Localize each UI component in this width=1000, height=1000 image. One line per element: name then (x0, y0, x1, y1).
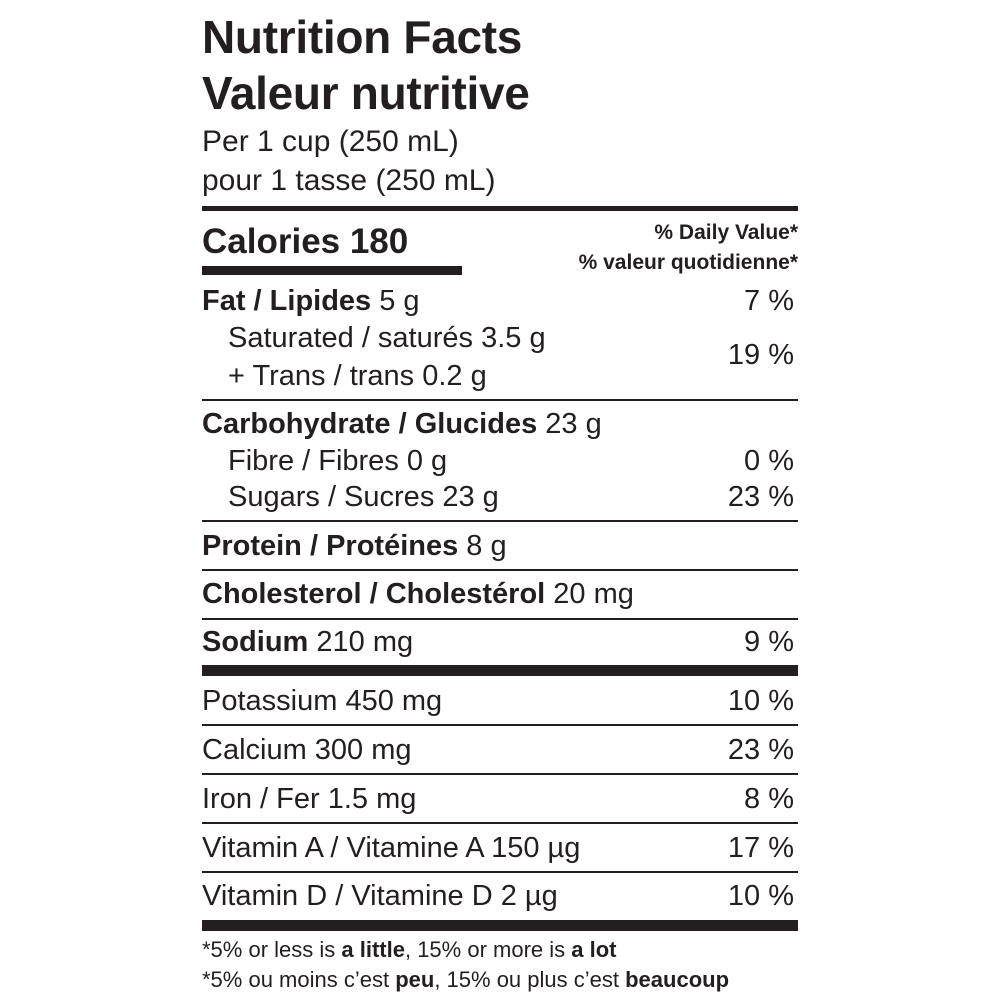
footnote-prefix: *5% ou moins c’est (202, 967, 396, 992)
divider (202, 724, 798, 726)
daily-value: 9 % (744, 626, 794, 658)
daily-value: 10 % (727, 880, 794, 912)
daily-value: 0 % (744, 445, 794, 477)
nutrient-name: Sugars / Sucres 23 g (228, 481, 499, 513)
nutrient-name: Potassium 450 mg (202, 685, 443, 717)
nutrient-name: Vitamin D / Vitamine D 2 µg (202, 880, 558, 912)
nutrient-amount: 210 mg (316, 626, 414, 658)
nutrient-name: Sodium (202, 626, 309, 658)
daily-value: 19 % (727, 339, 794, 371)
divider (202, 618, 798, 620)
divider (202, 822, 798, 824)
nutrient-name: Carbohydrate / Glucides (202, 408, 538, 440)
nutrient-name: Vitamin A / Vitamine A 150 µg (202, 832, 581, 864)
serving-size-french: pour 1 tasse (250 mL) (202, 164, 496, 197)
footnote-high-term: a lot (571, 937, 617, 962)
serving-size-english: Per 1 cup (250 mL) (202, 125, 459, 158)
daily-value-header-english: % Daily Value* (654, 221, 798, 244)
nutrient-amount: 5 g (379, 285, 420, 317)
daily-value: 7 % (744, 285, 794, 317)
daily-value: 23 % (727, 734, 794, 766)
daily-value: 8 % (744, 783, 794, 815)
thick-rule (202, 665, 798, 676)
footnote-middle: , 15% ou plus c’est (434, 967, 626, 992)
footnote-middle: , 15% or more is (404, 937, 572, 962)
calories: Calories 180 (202, 222, 409, 261)
divider (202, 569, 798, 571)
divider (202, 399, 798, 401)
nutrient-amount: 8 g (466, 530, 507, 562)
footnote-french: *5% ou moins c’est peu, 15% ou plus c’es… (202, 969, 729, 991)
nutrient-name: Calcium 300 mg (202, 734, 412, 766)
footnote-prefix: *5% or less is (202, 937, 342, 962)
nutrition-facts-panel: Nutrition Facts Valeur nutritive Per 1 c… (202, 0, 798, 1000)
footnote-low-term: a little (341, 937, 405, 962)
divider (202, 773, 798, 775)
footnote-high-term: beaucoup (625, 967, 730, 992)
footnote-low-term: peu (395, 967, 435, 992)
calories-underline (202, 266, 462, 275)
daily-value-header-french: % valeur quotidienne* (578, 251, 798, 274)
footnote-english: *5% or less is a little, 15% or more is … (202, 939, 616, 961)
nutrient-amount: 23 g (545, 408, 602, 440)
top-thick-rule (202, 206, 798, 211)
daily-value: 10 % (727, 685, 794, 717)
nutrient-name: Iron / Fer 1.5 mg (202, 783, 417, 815)
nutrient-name: + Trans / trans 0.2 g (228, 360, 487, 392)
bottom-thick-rule (202, 920, 798, 931)
nutrient-name: Cholesterol / Cholestérol (202, 578, 546, 610)
daily-value: 23 % (727, 481, 794, 513)
nutrient-name: Fat / Lipides (202, 285, 372, 317)
title-english: Nutrition Facts (202, 11, 523, 63)
divider (202, 871, 798, 873)
nutrient-name: Saturated / saturés 3.5 g (228, 322, 546, 354)
daily-value: 17 % (727, 832, 794, 864)
nutrient-amount: 20 mg (553, 578, 634, 610)
nutrient-name: Protein / Protéines (202, 530, 459, 562)
divider (202, 520, 798, 522)
title-french: Valeur nutritive (202, 67, 530, 119)
nutrient-name: Fibre / Fibres 0 g (228, 445, 448, 477)
